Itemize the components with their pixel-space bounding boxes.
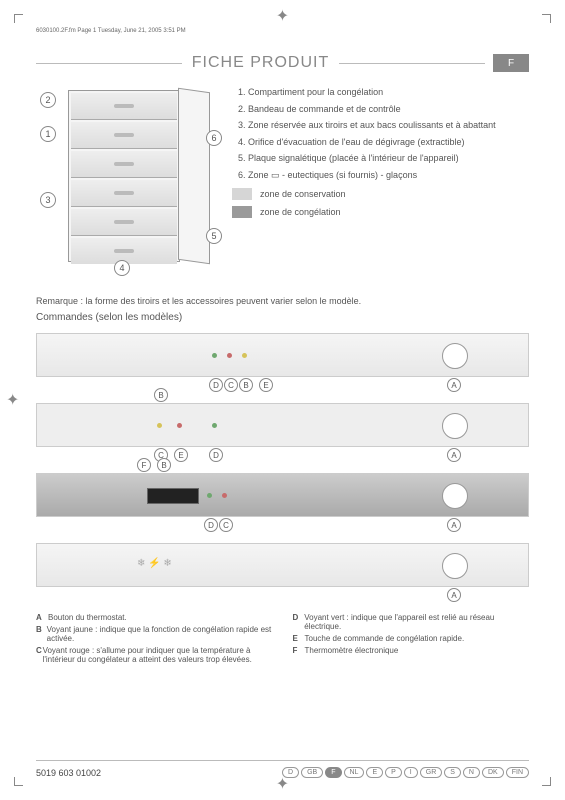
panel-label-C: C	[219, 518, 233, 532]
panel-label-D: D	[204, 518, 218, 532]
zone-congelation: zone de congélation	[232, 206, 529, 219]
panel-label-B: B	[239, 378, 253, 392]
legend-text: Voyant vert : indique que l'appareil est…	[304, 613, 529, 631]
language-tag: F	[493, 54, 529, 72]
footer-code: 5019 603 01002	[36, 768, 101, 778]
control-panel-3: F B D C A	[36, 473, 529, 517]
lang-pill-N: N	[463, 767, 480, 778]
zone-label: zone de conservation	[260, 188, 346, 201]
crop-mark	[14, 777, 23, 786]
language-pills: DGBFNLEPIGRSNDKFIN	[282, 767, 529, 778]
legend-item: Zone réservée aux tiroirs et aux bacs co…	[248, 119, 529, 132]
panel-label-A: A	[447, 448, 461, 462]
zone-conservation: zone de conservation	[232, 188, 529, 201]
swatch-congelation	[232, 206, 252, 218]
callout-6: 6	[206, 130, 222, 146]
commands-heading: Commandes (selon les modèles)	[36, 312, 529, 323]
panel-label-D: D	[209, 448, 223, 462]
lang-pill-P: P	[385, 767, 402, 778]
led-green	[207, 493, 212, 498]
led-red	[222, 493, 227, 498]
fridge-door	[178, 88, 210, 264]
legend-letter: F	[293, 646, 305, 655]
thermostat-dial	[442, 413, 468, 439]
panel-label-A: A	[447, 378, 461, 392]
led-red	[227, 353, 232, 358]
crop-mark	[14, 14, 23, 23]
crop-mark	[542, 777, 551, 786]
lang-pill-S: S	[444, 767, 461, 778]
lang-pill-GB: GB	[301, 767, 323, 778]
control-panel-1: D C B E A	[36, 333, 529, 377]
legend-letter: D	[293, 613, 305, 631]
legend-col-right: DVoyant vert : indique que l'appareil es…	[293, 613, 530, 667]
registration-mark: ✦	[6, 390, 19, 410]
swatch-conservation	[232, 188, 252, 200]
callout-1: 1	[40, 126, 56, 142]
legend-letter: C	[36, 646, 43, 664]
panel-icons: ❄ ⚡ ❄	[137, 558, 172, 569]
legend-text: Thermomètre électronique	[305, 646, 399, 655]
legend-letter: E	[293, 634, 305, 643]
panel-label-B: B	[157, 458, 171, 472]
legend-text: Voyant rouge : s'allume pour indiquer qu…	[43, 646, 273, 664]
crop-mark	[542, 14, 551, 23]
footer: 5019 603 01002 DGBFNLEPIGRSNDKFIN	[36, 760, 529, 778]
thermostat-dial	[442, 343, 468, 369]
legend-item: Plaque signalétique (placée à l'intérieu…	[248, 152, 529, 165]
lang-pill-D: D	[282, 767, 299, 778]
control-panel-4: ❄ ⚡ ❄ A	[36, 543, 529, 587]
panel-label-F: F	[137, 458, 151, 472]
page: ✦ ✦ ✦ 6030100.2F.fm Page 1 Tuesday, June…	[0, 0, 565, 800]
document-meta: 6030100.2F.fm Page 1 Tuesday, June 21, 2…	[36, 28, 529, 34]
led-red	[177, 423, 182, 428]
lang-pill-NL: NL	[344, 767, 365, 778]
panel-label-B: B	[154, 388, 168, 402]
zone-label: zone de congélation	[260, 206, 341, 219]
panel-label-E: E	[259, 378, 273, 392]
thermostat-dial	[442, 553, 468, 579]
legend-text: Touche de commande de congélation rapide…	[305, 634, 465, 643]
title-row: FICHE PRODUIT F	[36, 54, 529, 72]
led-yellow	[157, 423, 162, 428]
callout-4: 4	[114, 260, 130, 276]
panel-label-C: C	[224, 378, 238, 392]
legend-item: Zone ▭ - eutectiques (si fournis) - glaç…	[248, 169, 529, 182]
lang-pill-GR: GR	[420, 767, 443, 778]
thermostat-dial	[442, 483, 468, 509]
callout-5: 5	[206, 228, 222, 244]
lang-pill-FIN: FIN	[506, 767, 529, 778]
page-title: FICHE PRODUIT	[182, 54, 339, 72]
command-legend: ABouton du thermostat. BVoyant jaune : i…	[36, 613, 529, 667]
lang-pill-E: E	[366, 767, 383, 778]
legend-text: Bouton du thermostat.	[48, 613, 127, 622]
legend-item: Orifice d'évacuation de l'eau de dégivra…	[248, 136, 529, 149]
legend-item: Bandeau de commande et de contrôle	[248, 103, 529, 116]
led-yellow	[242, 353, 247, 358]
fridge-body	[68, 90, 180, 262]
electronic-display	[147, 488, 199, 504]
legend-letter: A	[36, 613, 48, 622]
led-green	[212, 423, 217, 428]
fridge-diagram: 1 2 3 4 5 6	[36, 82, 216, 272]
legend-item: Compartiment pour la congélation	[248, 86, 529, 99]
panel-label-A: A	[447, 588, 461, 602]
panel-label-A: A	[447, 518, 461, 532]
callout-2: 2	[40, 92, 56, 108]
legend-col-left: ABouton du thermostat. BVoyant jaune : i…	[36, 613, 273, 667]
panel-label-E: E	[174, 448, 188, 462]
registration-mark: ✦	[276, 6, 289, 26]
diagram-row: 1 2 3 4 5 6 Compartiment pour la congéla…	[36, 82, 529, 272]
lang-pill-F: F	[325, 767, 341, 778]
legend-text: Voyant jaune : indique que la fonction d…	[47, 625, 273, 643]
lang-pill-DK: DK	[482, 767, 504, 778]
note-text: Remarque : la forme des tiroirs et les a…	[36, 296, 529, 306]
panel-label-D: D	[209, 378, 223, 392]
control-panel-2: B C E D A	[36, 403, 529, 447]
diagram-legend: Compartiment pour la congélation Bandeau…	[232, 82, 529, 272]
led-green	[212, 353, 217, 358]
lang-pill-I: I	[404, 767, 418, 778]
legend-letter: B	[36, 625, 47, 643]
callout-3: 3	[40, 192, 56, 208]
